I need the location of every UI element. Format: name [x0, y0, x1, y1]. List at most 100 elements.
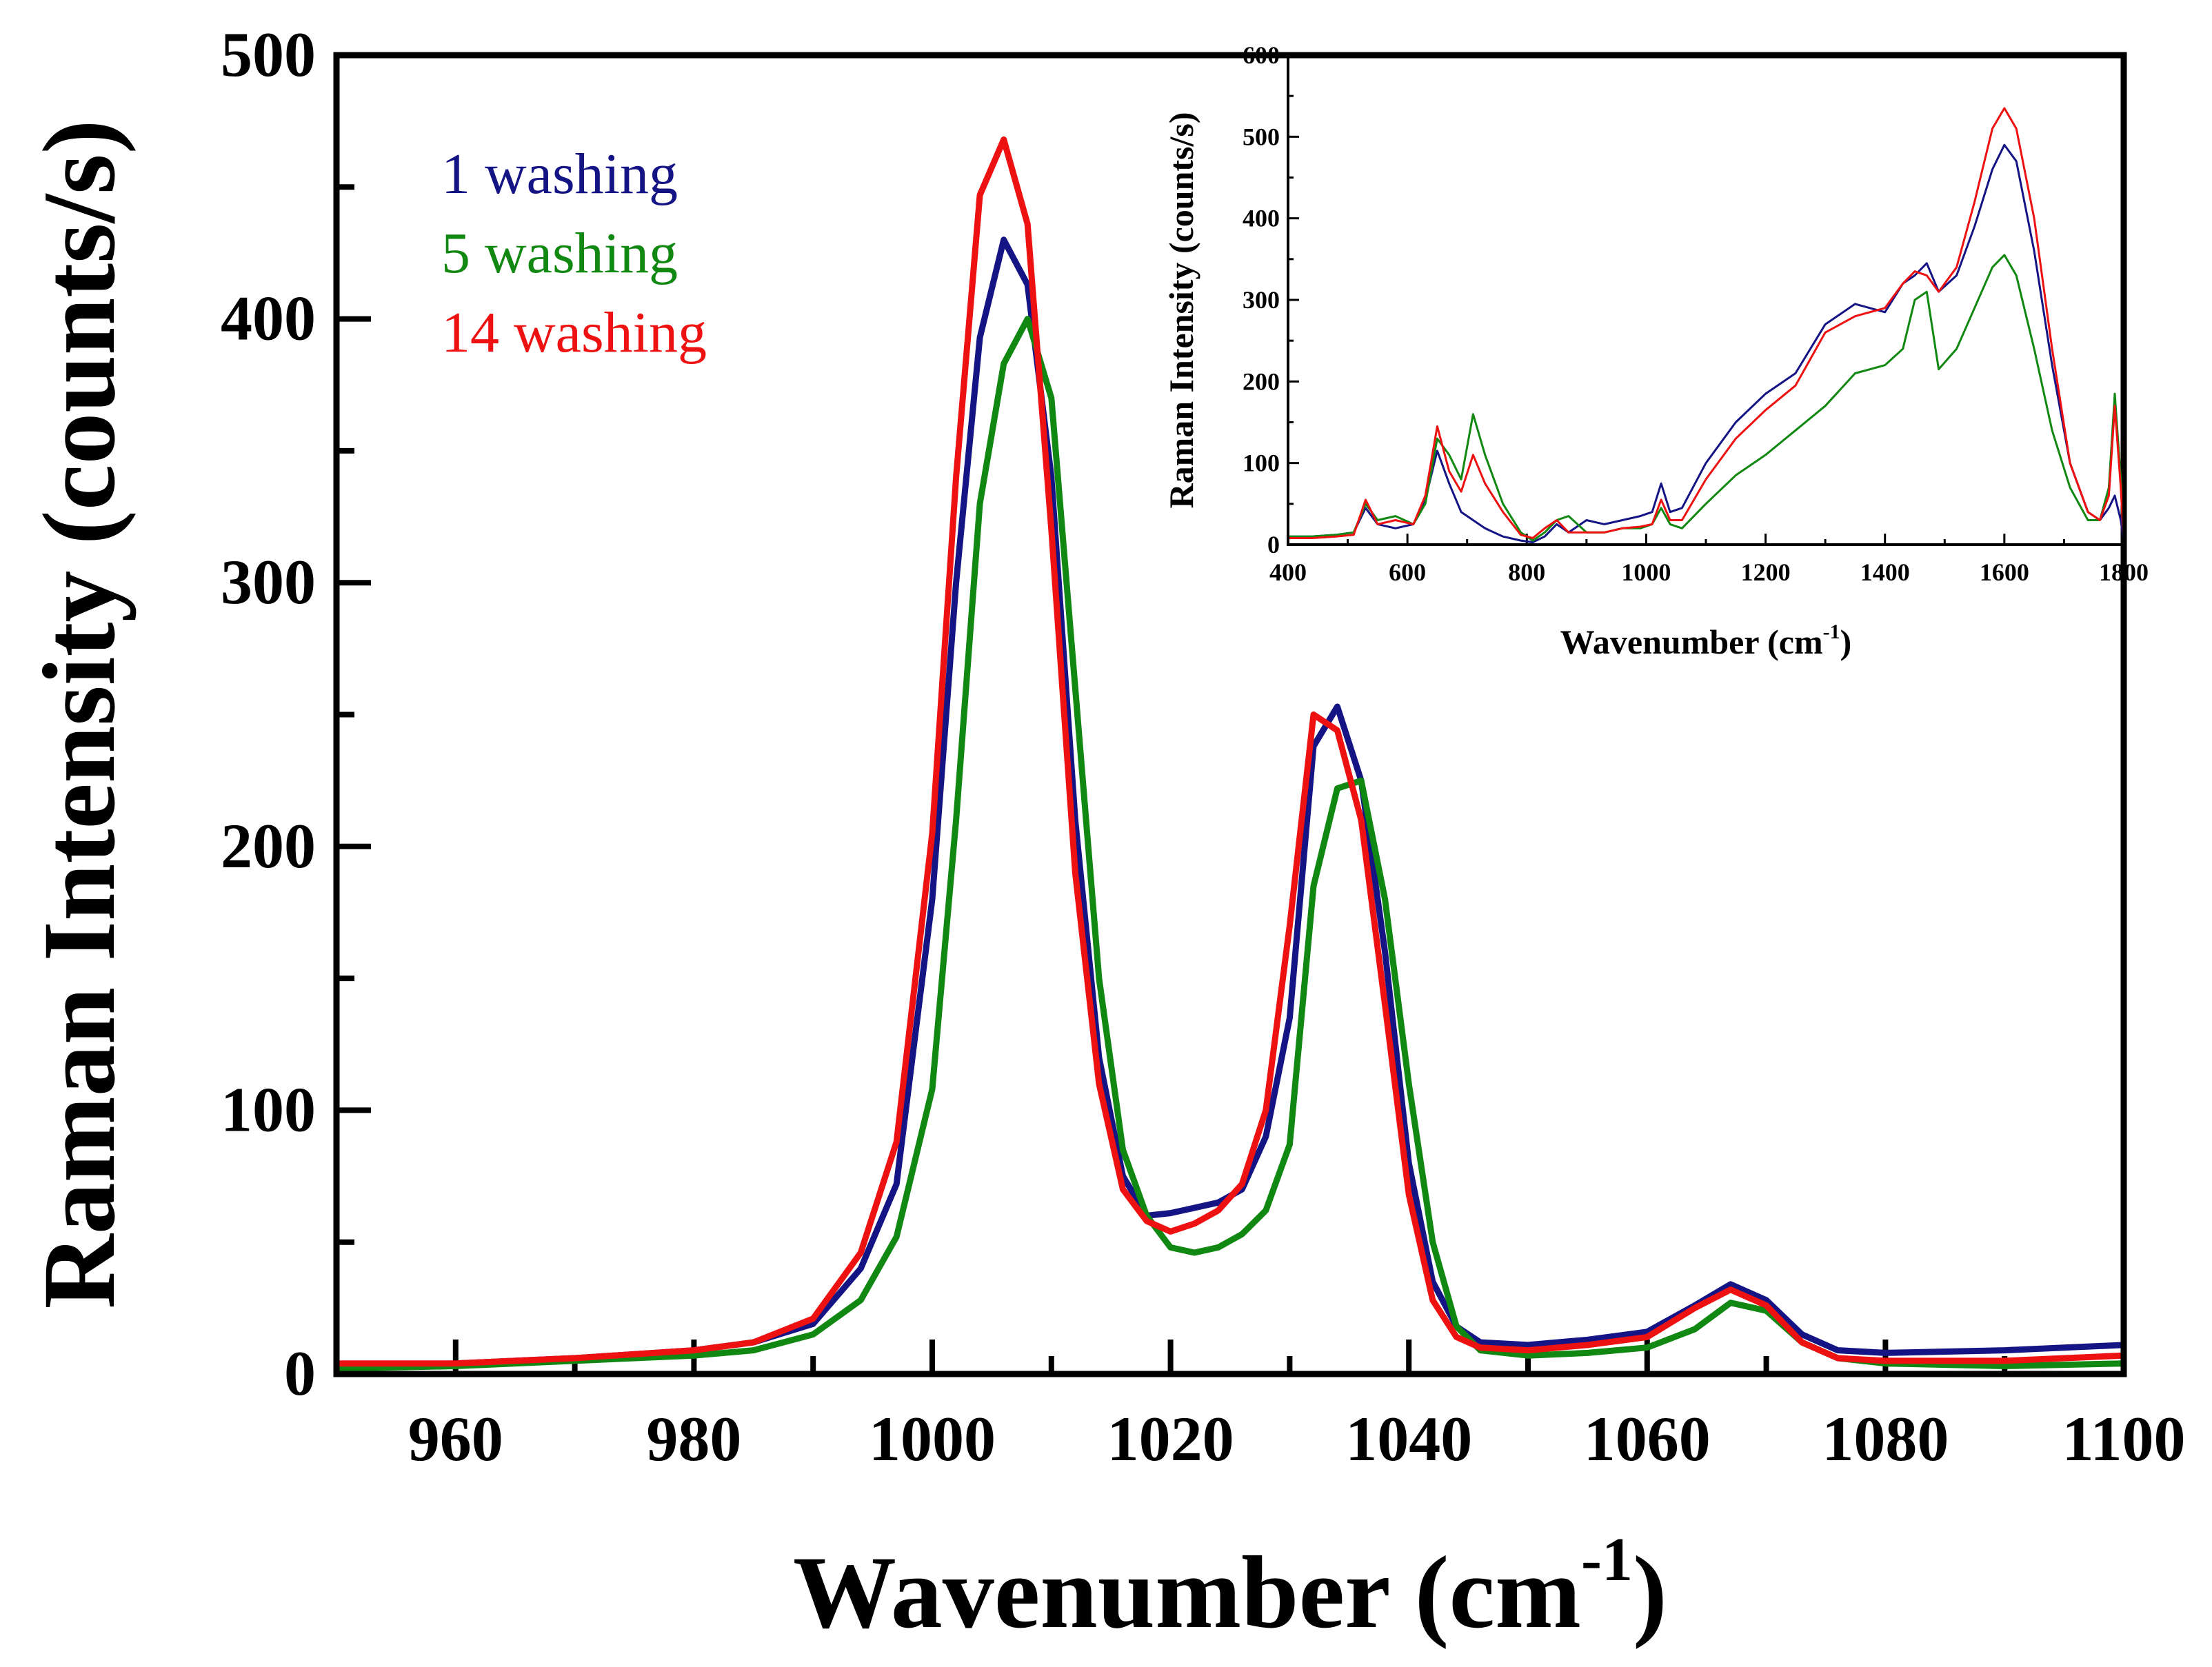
inset-x-axis-title-superscript: -1: [1823, 620, 1840, 643]
main-data-point: [1003, 139, 1005, 140]
main-x-tick-label: 1060: [1584, 1404, 1711, 1474]
inset-data-point: [1992, 169, 1993, 170]
inset-data-point: [2033, 218, 2035, 219]
inset-data-point: [1532, 542, 1534, 543]
main-series: [333, 136, 2127, 1372]
main-data-point: [812, 1318, 814, 1320]
inset-data-point: [1974, 307, 1975, 309]
main-data-point: [1766, 1305, 1767, 1306]
inset-x-tick-label: 600: [1389, 558, 1426, 586]
inset-plot-frame: [1287, 54, 2125, 546]
inset-data-point: [1902, 283, 1903, 284]
inset-data-point: [1437, 450, 1438, 452]
inset-data-point: [1660, 499, 1662, 501]
main-data-point: [1884, 1360, 1886, 1362]
main-x-tick-label: 1020: [1107, 1404, 1234, 1474]
legend-entry-5-washing: 5 washing: [441, 221, 678, 285]
main-x-tick-label: 980: [646, 1404, 741, 1474]
inset-y-tick-labels: 0 100 200 300 400 500 600: [1243, 41, 1280, 558]
inset-y-tick-label: 500: [1243, 123, 1280, 150]
inset-data-point: [1425, 503, 1426, 505]
inset-x-tick-label: 1000: [1621, 558, 1671, 586]
inset-data-point: [2004, 108, 2005, 109]
inset-data-point: [2051, 430, 2053, 431]
inset-data-point: [1460, 479, 1462, 480]
inset-series: [1287, 107, 2125, 543]
main-data-point: [1694, 1307, 1696, 1309]
main-x-axis-title: Wavenumber (cm-1): [793, 1526, 1667, 1650]
main-data-point: [753, 1342, 754, 1343]
inset-data-point: [1956, 348, 1957, 350]
inset-x-tick-label: 1600: [1980, 558, 2029, 586]
main-data-point: [1587, 1344, 1588, 1346]
main-data-point: [1289, 925, 1290, 927]
inset-data-point: [1520, 540, 1521, 541]
main-data-point: [455, 1363, 456, 1364]
inset-data-point: [2015, 275, 2017, 276]
inset-data-point: [1473, 454, 1474, 456]
main-plot-frame: [333, 52, 2127, 1377]
main-data-point: [753, 1350, 754, 1351]
inset-chart: 400 600 800 1000 1200 1400 1600 1800 0 100 200 300…: [1162, 41, 2149, 661]
inset-data-point: [1914, 275, 1916, 276]
main-y-tick-labels: 0 100 200 300 400 500: [221, 19, 316, 1408]
inset-data-point: [1660, 507, 1662, 509]
main-x-tick-label: 1100: [2062, 1404, 2186, 1474]
inset-data-point: [1365, 499, 1366, 501]
inset-y-tick-label: 0: [1267, 531, 1280, 558]
inset-data-point: [1556, 524, 1557, 525]
legend-entry-1-washing: 1 washing: [441, 142, 678, 206]
inset-x-tick-label: 400: [1269, 558, 1307, 586]
main-data-point: [979, 194, 981, 196]
main-data-point: [1194, 1207, 1195, 1209]
inset-data-point: [1824, 324, 1826, 325]
inset-data-point: [1974, 201, 1975, 203]
inset-data-point: [1520, 532, 1521, 533]
main-data-point: [574, 1357, 576, 1359]
main-data-point: [1170, 1246, 1172, 1248]
main-data-point: [1337, 729, 1338, 731]
main-data-point: [1003, 363, 1005, 365]
main-data-point: [1527, 1344, 1529, 1346]
inset-data-point: [1705, 503, 1707, 505]
main-x-axis-title-superscript: -1: [1581, 1526, 1633, 1594]
inset-data-point: [2015, 128, 2017, 129]
main-data-point: [979, 503, 981, 504]
main-data-point: [1241, 1189, 1243, 1190]
main-data-point: [1051, 476, 1052, 478]
main-data-point: [1313, 745, 1314, 747]
main-data-point: [932, 833, 933, 834]
main-data-point: [979, 336, 981, 338]
inset-y-tick-label: 300: [1243, 286, 1280, 314]
main-data-point: [1241, 1233, 1243, 1235]
inset-data-point: [1532, 540, 1534, 541]
main-data-point: [1027, 223, 1028, 225]
main-data-point: [1265, 1210, 1267, 1211]
inset-x-tick-label: 800: [1508, 558, 1545, 586]
main-y-tick-label: 400: [221, 283, 316, 354]
inset-x-tick-label: 1200: [1741, 558, 1791, 586]
main-data-point: [1170, 1231, 1172, 1232]
inset-x-tick-label: 1800: [2099, 558, 2149, 586]
inset-y-tick-label: 400: [1243, 205, 1280, 232]
inset-data-point: [1437, 438, 1438, 439]
main-data-point: [1360, 780, 1362, 781]
main-data-point: [1313, 714, 1314, 715]
inset-data-point: [2120, 520, 2121, 521]
inset-data-point: [1914, 271, 1916, 272]
main-data-point: [1027, 284, 1028, 285]
main-y-tick-label: 0: [284, 1338, 316, 1408]
inset-data-point: [2033, 348, 2035, 350]
inset-data-point: [1311, 536, 1312, 537]
inset-x-axis-title-text: Wavenumber (cm: [1560, 623, 1823, 661]
inset-y-tick-label: 600: [1243, 41, 1280, 69]
inset-data-point: [1365, 507, 1366, 509]
main-data-point: [1527, 1355, 1529, 1356]
legend: 1 washing 5 washing 14 washing: [441, 142, 707, 365]
main-data-point: [1456, 1326, 1457, 1327]
main-x-axis-title-text: Wavenumber (cm: [793, 1535, 1581, 1650]
inset-data-point: [1669, 524, 1671, 525]
inset-data-point: [1651, 524, 1653, 525]
inset-y-axis-title: Raman Intensity (counts/s): [1162, 112, 1200, 508]
